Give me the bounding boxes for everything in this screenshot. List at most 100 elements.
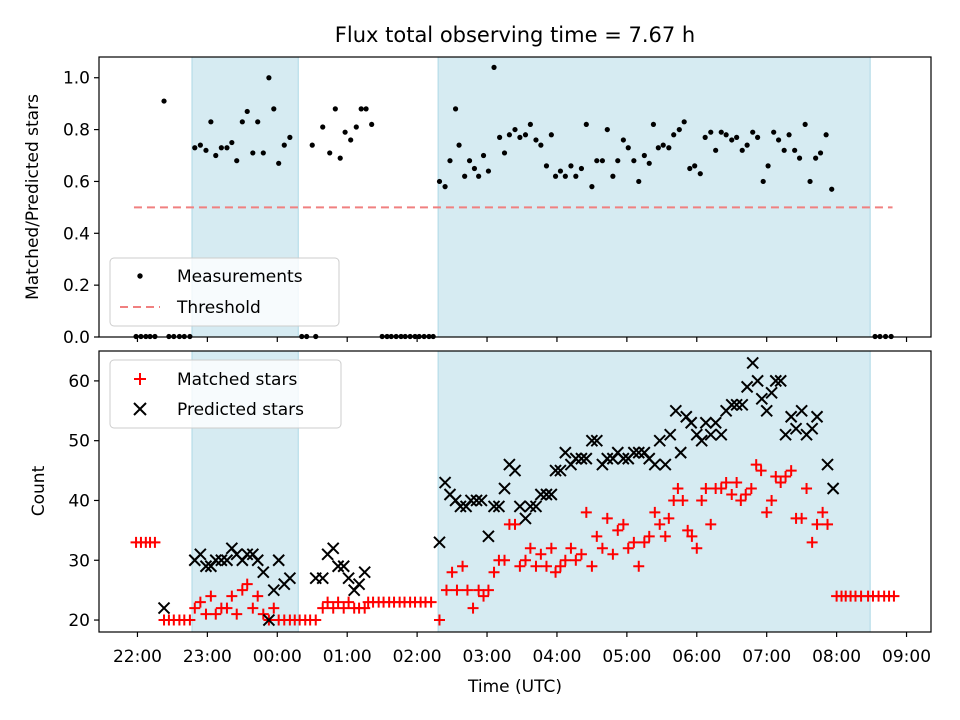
measurement-point-120 — [765, 163, 771, 169]
matched-star-point-90 — [607, 548, 619, 560]
bottom-legend: Matched stars Predicted stars — [109, 359, 342, 429]
matched-star-point-92 — [617, 518, 629, 530]
predicted-star-point-44 — [508, 464, 522, 477]
measurement-point-62 — [466, 158, 473, 164]
legend-threshold-label: Threshold — [176, 298, 261, 318]
matched-star-point-69 — [499, 554, 511, 566]
measurement-point-56 — [436, 178, 443, 185]
measurement-point-88 — [599, 158, 605, 164]
matched-star-point-108 — [696, 494, 708, 506]
predicted-star-point-21 — [316, 571, 329, 585]
predicted-star-point-54 — [559, 446, 572, 459]
measurement-point-75 — [533, 137, 539, 143]
measurement-point-14 — [208, 119, 214, 125]
measurement-point-132 — [829, 186, 835, 192]
measurement-point-98 — [650, 121, 657, 128]
measurement-point-21 — [244, 108, 250, 115]
predicted-star-point-89 — [740, 380, 754, 394]
matched-star-point-57 — [433, 614, 445, 626]
measurement-point-124 — [786, 132, 792, 138]
predicted-star-point-13 — [251, 554, 264, 567]
predicted-star-point-82 — [704, 428, 717, 441]
x-tick-label-7: 05:00 — [602, 647, 651, 667]
measurement-point-82 — [568, 163, 574, 169]
matched-star-point-23 — [252, 590, 264, 602]
matched-star-point-116 — [735, 494, 747, 506]
matched-star-point-35 — [317, 602, 329, 614]
chart-title: Flux total observing time = 7.67 h — [335, 23, 695, 47]
measurement-point-99 — [655, 145, 661, 151]
matched-star-point-113 — [720, 477, 732, 489]
measurement-point-71 — [512, 126, 518, 133]
matched-star-point-126 — [785, 465, 797, 477]
matched-star-point-64 — [473, 584, 485, 596]
matched-star-point-95 — [633, 560, 645, 572]
predicted-star-point-29 — [358, 566, 371, 579]
top-y-tick-label-5: 1.0 — [63, 69, 90, 89]
matched-star-point-71 — [509, 518, 521, 530]
matched-star-point-128 — [796, 512, 808, 524]
matched-star-point-60 — [451, 584, 463, 596]
matched-star-point-121 — [761, 506, 773, 518]
predicted-stars-points — [157, 356, 840, 627]
matched-star-point-80 — [554, 560, 566, 572]
legend-predicted-marker — [133, 402, 147, 416]
matched-star-point-38 — [332, 596, 344, 608]
matched-star-point-74 — [524, 542, 536, 554]
x-tick-label-3: 01:00 — [323, 647, 372, 667]
measurement-point-70 — [506, 132, 513, 138]
predicted-star-point-26 — [342, 571, 355, 585]
measurement-point-85 — [583, 121, 589, 128]
matched-star-point-24 — [257, 608, 269, 620]
measurement-point-26 — [271, 106, 277, 112]
matched-star-point-63 — [467, 602, 479, 614]
measurement-point-121 — [771, 129, 777, 135]
predicted-star-point-30 — [433, 536, 446, 549]
bottom-y-tick-label-2: 40 — [68, 491, 90, 511]
x-tick-label-11: 09:00 — [882, 647, 931, 667]
predicted-star-point-7 — [220, 554, 234, 567]
predicted-star-point-68 — [632, 446, 645, 459]
bottom-y-tick-label-1: 30 — [68, 551, 90, 571]
matched-star-point-88 — [596, 542, 608, 554]
legend-matched-marker — [134, 373, 146, 385]
measurement-point-93 — [625, 145, 631, 151]
matched-star-point-78 — [545, 542, 557, 554]
measurement-point-37 — [337, 155, 343, 161]
matched-star-point-82 — [565, 542, 577, 554]
predicted-star-point-17 — [272, 554, 285, 567]
matched-star-point-125 — [780, 471, 792, 483]
predicted-star-point-40 — [487, 500, 501, 513]
matched-star-point-83 — [570, 554, 582, 566]
measurement-point-24 — [260, 150, 266, 156]
matched-star-point-34 — [310, 614, 322, 626]
predicted-star-point-51 — [545, 488, 558, 501]
matched-star-point-107 — [691, 542, 703, 554]
predicted-star-point-3 — [199, 560, 213, 573]
measurement-point-65 — [480, 152, 487, 159]
matched-star-point-22 — [247, 602, 259, 614]
measurement-point-12 — [197, 142, 203, 148]
measurement-point-122 — [775, 137, 782, 143]
measurement-point-13 — [203, 147, 209, 153]
bottom-x-axis-ticks: 22:00 23:00 00:00 01:00 02:00 03:00 04:00 05:00… — [113, 632, 931, 667]
matched-star-point-110 — [705, 518, 717, 530]
predicted-star-point-58 — [580, 452, 593, 465]
measurement-point-128 — [807, 178, 813, 185]
measurement-point-36 — [332, 106, 338, 112]
legend-matched-label: Matched stars — [177, 370, 297, 390]
measurement-point-42 — [363, 106, 369, 112]
top-panel: 0.0 0.2 0.4 0.6 0.8 1.0 Matched/Predicted sta… — [23, 56, 932, 348]
predicted-star-point-105 — [826, 482, 840, 495]
x-tick-label-5: 03:00 — [463, 647, 512, 667]
measurement-point-32 — [309, 142, 315, 148]
matched-star-point-85 — [580, 506, 592, 518]
matched-star-point-124 — [775, 477, 787, 489]
matched-star-point-21 — [241, 578, 253, 590]
measurement-point-78 — [548, 132, 554, 138]
measurement-point-126 — [796, 155, 803, 161]
matched-star-point-122 — [766, 494, 778, 506]
measurement-point-131 — [823, 132, 829, 138]
predicted-star-point-102 — [805, 422, 819, 435]
